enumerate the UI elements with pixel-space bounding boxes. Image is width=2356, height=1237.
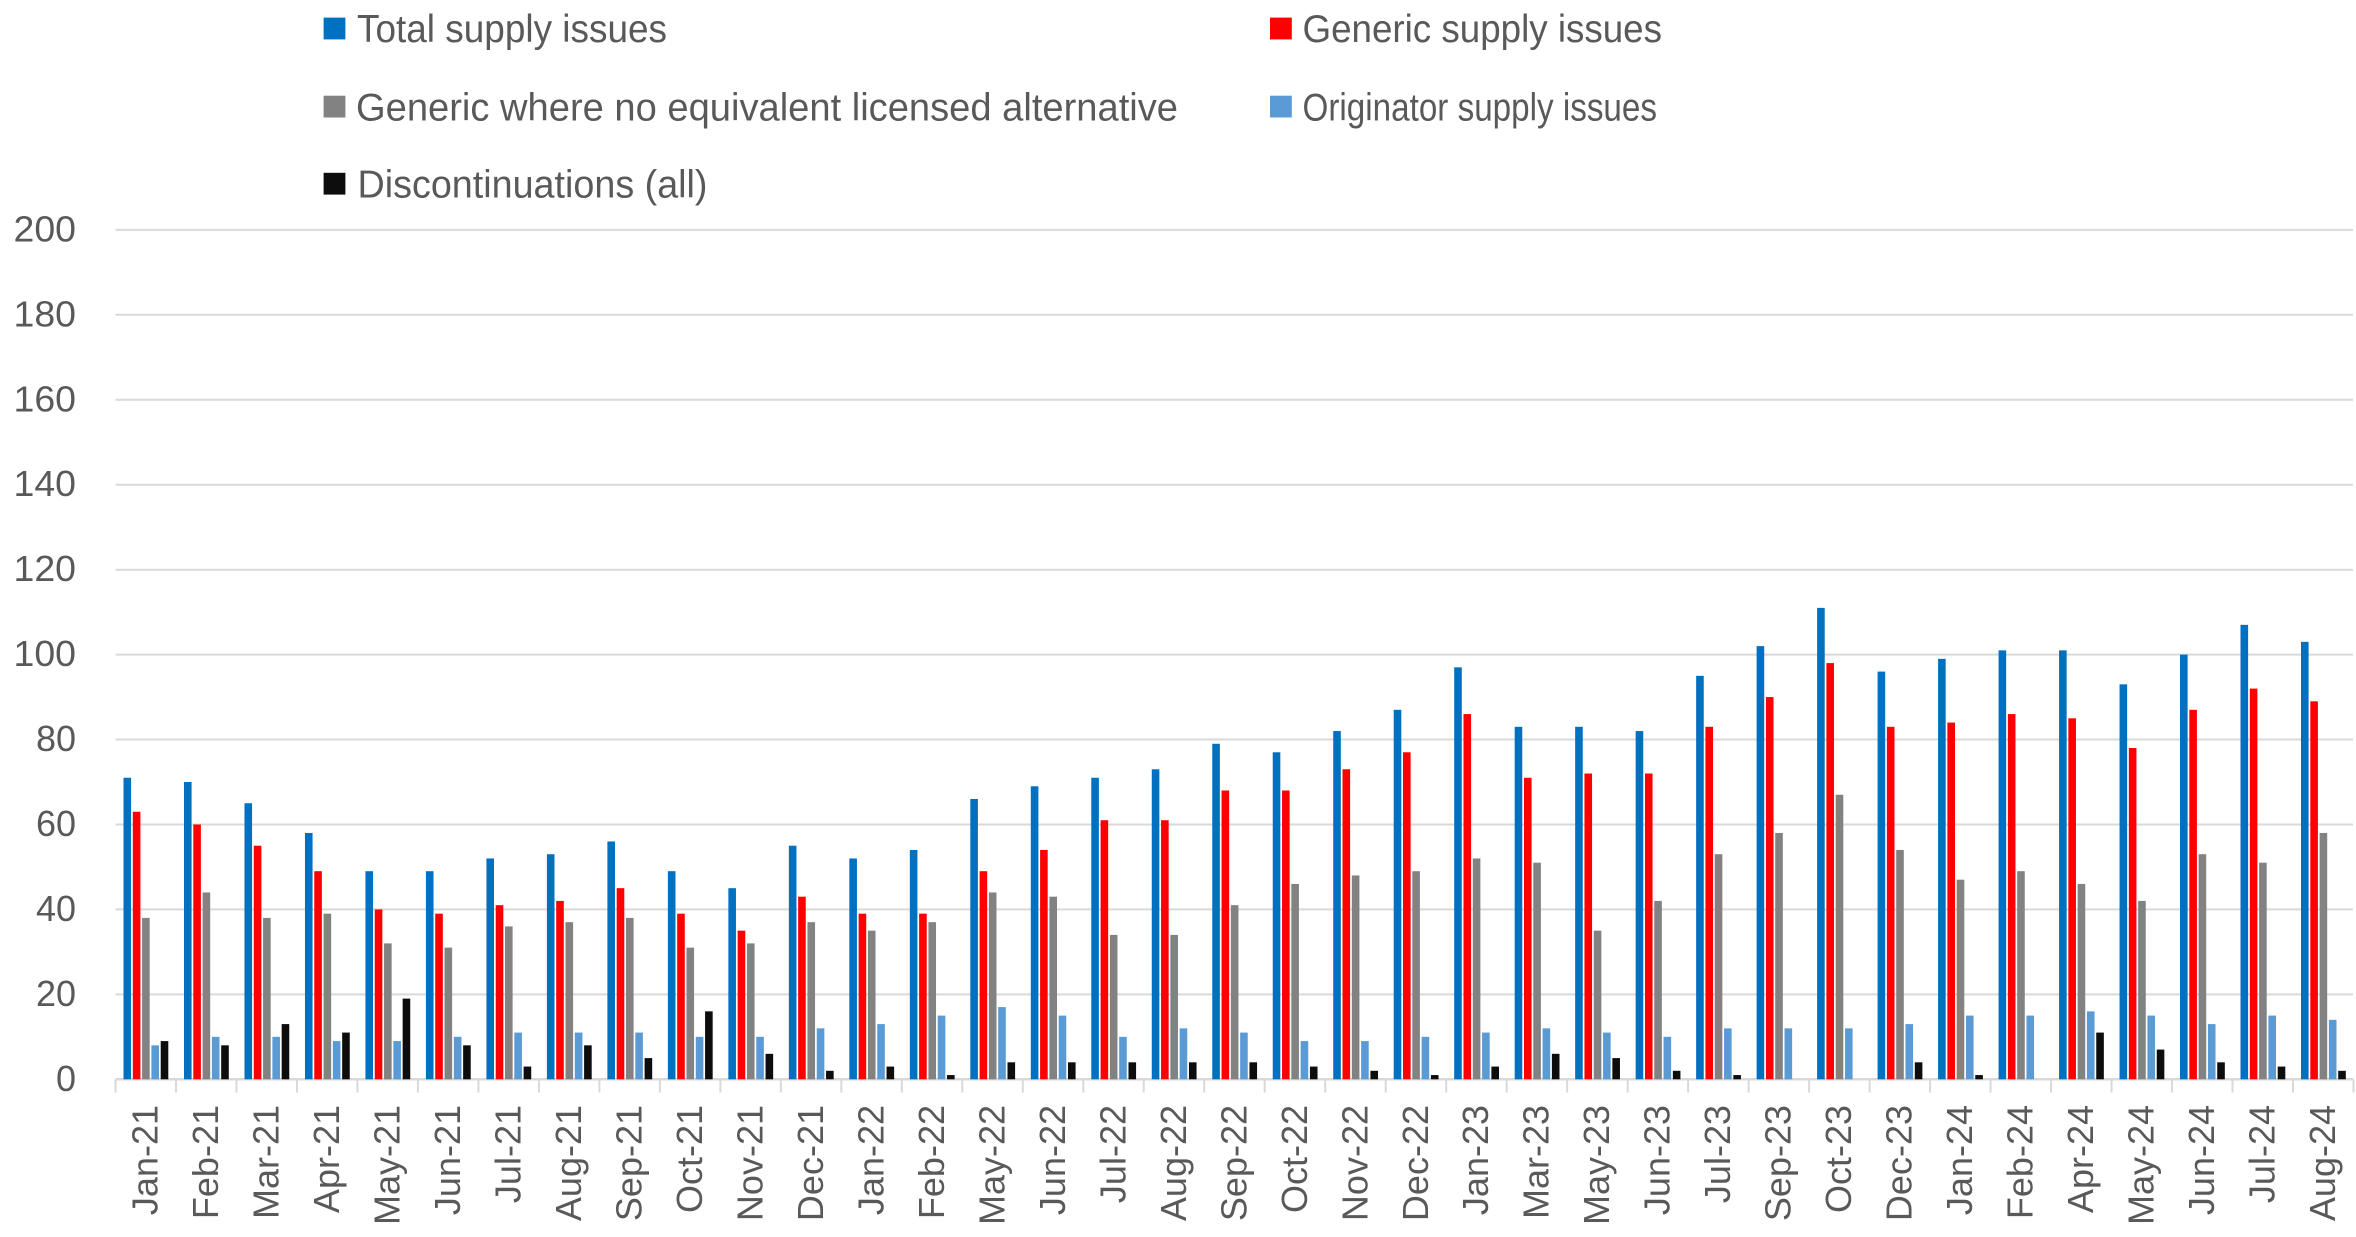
svg-text:200: 200 [14,208,77,249]
svg-text:Generic where no equivalent li: Generic where no equivalent licensed alt… [356,86,1178,129]
svg-text:Jan-22: Jan-22 [850,1105,891,1215]
svg-text:Discontinuations (all): Discontinuations (all) [358,164,708,207]
svg-text:Nov-22: Nov-22 [1334,1105,1375,1221]
svg-text:Oct-22: Oct-22 [1274,1105,1315,1213]
svg-text:Mar-23: Mar-23 [1516,1105,1557,1219]
svg-text:Jul-22: Jul-22 [1092,1105,1133,1203]
svg-text:60: 60 [36,803,76,844]
svg-text:80: 80 [36,718,76,759]
svg-text:Jul-23: Jul-23 [1697,1105,1738,1203]
svg-text:180: 180 [14,293,77,334]
svg-text:May-23: May-23 [1576,1105,1617,1225]
svg-text:Jun-24: Jun-24 [2181,1105,2222,1215]
svg-text:120: 120 [14,548,77,589]
svg-text:Aug-21: Aug-21 [548,1105,589,1221]
svg-text:Generic supply issues: Generic supply issues [1303,8,1663,51]
svg-text:May-22: May-22 [971,1105,1012,1225]
svg-text:Jan-24: Jan-24 [1939,1105,1980,1215]
svg-text:May-21: May-21 [366,1105,407,1225]
svg-text:Aug-24: Aug-24 [2302,1105,2343,1221]
svg-text:Sep-21: Sep-21 [608,1105,649,1221]
svg-text:Sep-22: Sep-22 [1213,1105,1254,1221]
svg-text:20: 20 [36,973,76,1014]
svg-text:Originator supply issues: Originator supply issues [1303,86,1658,129]
svg-text:Dec-21: Dec-21 [790,1105,831,1221]
svg-text:Oct-21: Oct-21 [669,1105,710,1213]
svg-text:Feb-24: Feb-24 [2000,1105,2041,1219]
svg-text:Jul-24: Jul-24 [2242,1105,2283,1203]
svg-text:Jan-23: Jan-23 [1455,1105,1496,1215]
svg-text:Apr-24: Apr-24 [2060,1105,2101,1213]
svg-text:40: 40 [36,888,76,929]
svg-text:Feb-21: Feb-21 [185,1105,226,1219]
svg-text:160: 160 [14,378,77,419]
svg-text:Nov-21: Nov-21 [729,1105,770,1221]
svg-text:Apr-21: Apr-21 [306,1105,347,1213]
svg-text:May-24: May-24 [2121,1105,2162,1225]
svg-text:0: 0 [56,1058,76,1099]
svg-text:Dec-23: Dec-23 [1879,1105,1920,1221]
svg-text:Jun-21: Jun-21 [427,1105,468,1215]
svg-text:100: 100 [14,633,77,674]
svg-text:Feb-22: Feb-22 [911,1105,952,1219]
svg-text:Oct-23: Oct-23 [1818,1105,1859,1213]
svg-text:Mar-21: Mar-21 [246,1105,287,1219]
svg-text:Jun-22: Jun-22 [1032,1105,1073,1215]
svg-text:Jan-21: Jan-21 [125,1105,166,1215]
svg-text:Dec-22: Dec-22 [1395,1105,1436,1221]
svg-text:Sep-23: Sep-23 [1758,1105,1799,1221]
svg-text:Aug-22: Aug-22 [1153,1105,1194,1221]
svg-text:Jun-23: Jun-23 [1637,1105,1678,1215]
svg-text:Total supply issues: Total supply issues [357,8,667,51]
svg-text:Jul-21: Jul-21 [487,1105,528,1203]
svg-text:140: 140 [14,463,77,504]
